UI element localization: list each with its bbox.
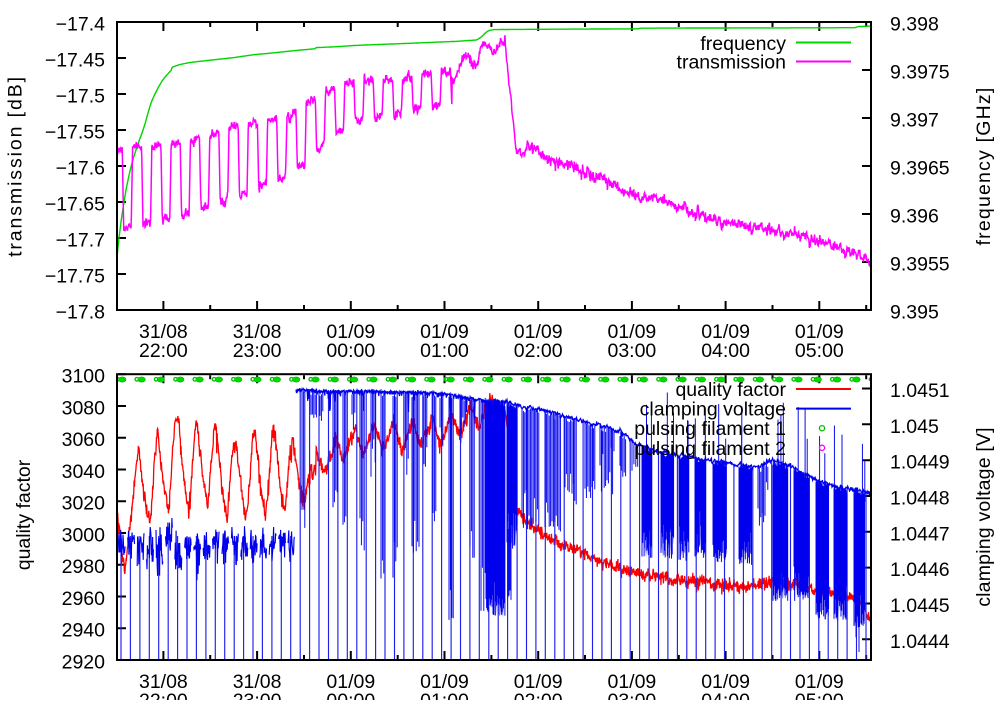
svg-text:1.045: 1.045 bbox=[890, 416, 939, 438]
svg-text:9.3965: 9.3965 bbox=[890, 158, 950, 180]
svg-text:1.0449: 1.0449 bbox=[890, 452, 950, 474]
svg-text:pulsing filament 2: pulsing filament 2 bbox=[634, 438, 786, 460]
svg-text:01:00: 01:00 bbox=[420, 690, 469, 700]
svg-text:−17.6: −17.6 bbox=[56, 158, 105, 180]
svg-text:01/09: 01/09 bbox=[701, 321, 750, 343]
svg-text:02:00: 02:00 bbox=[514, 340, 563, 362]
svg-text:00:00: 00:00 bbox=[326, 690, 375, 700]
svg-text:clamping voltage [V]: clamping voltage [V] bbox=[973, 427, 995, 607]
svg-text:23:00: 23:00 bbox=[233, 690, 282, 700]
svg-text:1.0444: 1.0444 bbox=[890, 631, 950, 653]
svg-text:04:00: 04:00 bbox=[701, 690, 750, 700]
svg-text:frequency [GHz]: frequency [GHz] bbox=[973, 87, 995, 246]
svg-text:31/08: 31/08 bbox=[139, 671, 188, 693]
svg-text:22:00: 22:00 bbox=[139, 690, 188, 700]
svg-text:01/09: 01/09 bbox=[514, 321, 563, 343]
svg-text:1.0446: 1.0446 bbox=[890, 559, 950, 581]
svg-text:01/09: 01/09 bbox=[420, 321, 469, 343]
svg-text:−17.55: −17.55 bbox=[45, 122, 105, 144]
svg-text:9.398: 9.398 bbox=[890, 14, 939, 36]
svg-text:transmission [dB]: transmission [dB] bbox=[5, 75, 27, 257]
svg-text:1.0445: 1.0445 bbox=[890, 595, 950, 617]
svg-text:3100: 3100 bbox=[62, 366, 106, 388]
svg-text:quality factor: quality factor bbox=[13, 459, 35, 570]
svg-text:01/09: 01/09 bbox=[326, 321, 375, 343]
svg-text:−17.75: −17.75 bbox=[45, 266, 105, 288]
svg-text:−17.45: −17.45 bbox=[45, 50, 105, 72]
svg-text:−17.4: −17.4 bbox=[56, 14, 105, 36]
svg-text:frequency: frequency bbox=[700, 33, 786, 55]
svg-text:pulsing filament 1: pulsing filament 1 bbox=[634, 418, 786, 440]
svg-text:1.0448: 1.0448 bbox=[890, 487, 950, 509]
svg-text:quality factor: quality factor bbox=[675, 379, 786, 401]
svg-text:01/09: 01/09 bbox=[514, 671, 563, 693]
svg-text:31/08: 31/08 bbox=[139, 321, 188, 343]
svg-text:01/09: 01/09 bbox=[795, 321, 844, 343]
svg-text:23:00: 23:00 bbox=[233, 340, 282, 362]
svg-text:9.395: 9.395 bbox=[890, 302, 939, 324]
svg-text:03:00: 03:00 bbox=[607, 340, 656, 362]
svg-text:22:00: 22:00 bbox=[139, 340, 188, 362]
svg-text:00:00: 00:00 bbox=[326, 340, 375, 362]
svg-text:1.0447: 1.0447 bbox=[890, 523, 950, 545]
svg-text:9.397: 9.397 bbox=[890, 110, 939, 132]
svg-text:01/09: 01/09 bbox=[701, 671, 750, 693]
svg-text:01:00: 01:00 bbox=[420, 340, 469, 362]
svg-text:01/09: 01/09 bbox=[420, 671, 469, 693]
svg-text:−17.7: −17.7 bbox=[56, 230, 105, 252]
svg-text:9.3975: 9.3975 bbox=[890, 62, 950, 84]
svg-text:2920: 2920 bbox=[62, 652, 106, 674]
svg-text:−17.65: −17.65 bbox=[45, 194, 105, 216]
svg-text:01/09: 01/09 bbox=[326, 671, 375, 693]
svg-text:01/09: 01/09 bbox=[795, 671, 844, 693]
svg-text:31/08: 31/08 bbox=[233, 671, 282, 693]
svg-text:04:00: 04:00 bbox=[701, 340, 750, 362]
svg-text:3040: 3040 bbox=[62, 461, 106, 483]
svg-text:−17.8: −17.8 bbox=[56, 302, 105, 324]
svg-text:02:00: 02:00 bbox=[514, 690, 563, 700]
svg-text:2980: 2980 bbox=[62, 556, 106, 578]
svg-text:−17.5: −17.5 bbox=[56, 86, 105, 108]
svg-text:31/08: 31/08 bbox=[233, 321, 282, 343]
svg-text:9.396: 9.396 bbox=[890, 206, 939, 228]
svg-text:clamping voltage: clamping voltage bbox=[640, 399, 786, 421]
svg-text:2960: 2960 bbox=[62, 588, 106, 610]
svg-text:05:00: 05:00 bbox=[795, 690, 844, 700]
svg-text:01/09: 01/09 bbox=[607, 321, 656, 343]
svg-text:05:00: 05:00 bbox=[795, 340, 844, 362]
svg-text:3020: 3020 bbox=[62, 493, 106, 515]
svg-text:9.3955: 9.3955 bbox=[890, 254, 950, 276]
svg-text:3080: 3080 bbox=[62, 397, 106, 419]
svg-text:2940: 2940 bbox=[62, 620, 106, 642]
svg-text:1.0451: 1.0451 bbox=[890, 380, 950, 402]
svg-text:03:00: 03:00 bbox=[607, 690, 656, 700]
svg-text:3000: 3000 bbox=[62, 524, 106, 546]
svg-text:transmission: transmission bbox=[677, 52, 786, 74]
svg-text:01/09: 01/09 bbox=[607, 671, 656, 693]
svg-text:3060: 3060 bbox=[62, 429, 106, 451]
